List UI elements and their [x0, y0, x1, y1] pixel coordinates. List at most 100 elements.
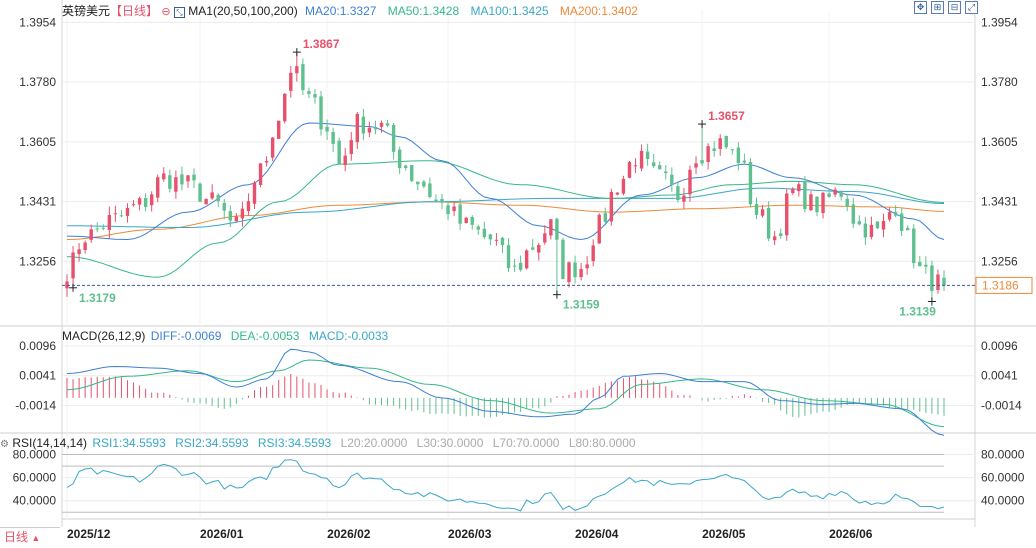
period-selector[interactable]: 日线 ▲ [0, 527, 60, 547]
fullscreen-icon[interactable]: ⤢ [965, 1, 978, 14]
candle-body [434, 199, 438, 202]
candle-body [899, 213, 904, 232]
candle-body [240, 208, 245, 219]
price-y-tick-left: 1.3780 [19, 75, 56, 89]
diff-line [66, 348, 945, 436]
l30-value: L30:30.0000 [416, 436, 484, 450]
candle-body [772, 236, 777, 241]
candle-body [119, 215, 124, 217]
candle-body [627, 162, 632, 178]
candle-body [337, 140, 341, 164]
candle-body [833, 189, 837, 195]
candle-body [803, 181, 807, 210]
dea-line [66, 359, 945, 428]
x-tick-label: 2026/03 [448, 527, 492, 541]
price-y-tick-right: 1.3780 [981, 75, 1018, 89]
candle-body [791, 188, 795, 193]
candle-body [724, 135, 728, 148]
candle-body [597, 214, 601, 244]
candle-body [162, 173, 166, 180]
axis-labels: 1.3954 1.3954 1.3780 1.3780 1.3605 1.3605 1.34… [13, 15, 1025, 541]
macd-y-tick-right: 0.0041 [981, 369, 1018, 383]
candle-body [815, 196, 819, 213]
rsi-y-tick-left: 60.0000 [13, 471, 57, 485]
ma-toggle-icon[interactable]: ⤡ [173, 7, 185, 18]
rsi3-value: RSI3:34.5593 [257, 436, 332, 450]
candle-body [113, 213, 118, 215]
candle-body [397, 149, 402, 169]
candle-body [500, 237, 505, 246]
price-y-tick-right: 1.3954 [981, 15, 1018, 29]
candlestick-series [65, 52, 946, 302]
candle-body [283, 93, 287, 122]
candle-body [506, 245, 511, 269]
period-label[interactable]: 【日线】 [110, 4, 159, 18]
candle-body [845, 198, 849, 207]
candle-body [609, 192, 614, 222]
candle-body [452, 206, 456, 212]
candle-body [71, 252, 75, 279]
candle-body [736, 147, 741, 164]
candle-body [869, 224, 874, 237]
price-header: 英镑美元【日线】 ⊖ ⤡ MA1(20,50,100,200) MA20:1.3… [62, 2, 638, 19]
candle-body [192, 174, 196, 181]
candle-body [331, 131, 335, 144]
candle-body [658, 165, 662, 170]
candle-body [670, 174, 674, 185]
rsi-gear-icon[interactable]: ⚙ [0, 439, 9, 450]
candle-body [639, 150, 644, 169]
rsi-y-tick-left: 40.0000 [13, 494, 57, 508]
candle-body [307, 91, 311, 94]
candle-body [537, 244, 541, 253]
candle-body [476, 226, 480, 230]
macd-y-tick-left: 0.0041 [19, 369, 56, 383]
rsi-indicator-label: RSI(14,14,14) [12, 436, 88, 450]
rsi1-value: RSI1:34.5593 [92, 436, 166, 450]
x-tick-label: 2025/12 [67, 527, 111, 541]
settings-icon[interactable]: ⊖ [161, 6, 171, 18]
zoom-out-icon[interactable]: ⊟ [948, 1, 961, 14]
candle-body [863, 223, 868, 238]
candle-body [319, 96, 323, 130]
rsi2-value: RSI2:34.5593 [175, 436, 249, 450]
price-y-tick-right: 1.3256 [981, 254, 1018, 268]
price-y-tick-right: 1.3605 [981, 135, 1018, 149]
candle-body [149, 194, 154, 206]
candle-body [887, 212, 892, 220]
candle-body [567, 262, 571, 283]
rsi-y-tick-left: 80.0000 [13, 448, 57, 462]
candle-body [295, 66, 299, 74]
annotation-label-low: 1.3139 [899, 305, 936, 319]
candle-body [585, 264, 589, 269]
candle-body [718, 138, 722, 149]
candle-body [893, 211, 898, 216]
candle-body [664, 171, 668, 174]
candle-body [518, 262, 523, 270]
ma50-line [66, 160, 945, 278]
candle-body [573, 262, 577, 278]
candle-body [730, 149, 735, 151]
candle-body [125, 207, 130, 217]
candle-body [827, 193, 831, 197]
candle-body [204, 199, 208, 205]
last-price-label: 1.3186 [982, 278, 1019, 292]
price-y-tick-left: 1.3256 [19, 254, 56, 268]
macd-panel [66, 348, 945, 436]
zoom-in-icon[interactable]: ⊞ [931, 1, 944, 14]
x-tick-label: 2026/04 [575, 527, 619, 541]
diff-value: DIFF:-0.0069 [150, 329, 222, 343]
candle-body [349, 140, 353, 154]
candle-body [676, 186, 680, 200]
candle-body [355, 113, 360, 143]
candle-body [645, 151, 650, 160]
candle-body [633, 165, 638, 167]
candle-body [234, 216, 239, 222]
macd-header: MACD(26,12,9) DIFF:-0.0069 DEA:-0.0053 M… [62, 329, 388, 343]
candle-body [615, 192, 620, 195]
candle-body [694, 163, 698, 168]
ma50-value: MA50:1.3428 [387, 4, 460, 18]
l70-value: L70:70.0000 [492, 436, 560, 450]
crosshair-icon[interactable]: ✥ [914, 1, 927, 14]
candle-body [494, 239, 499, 241]
candle-body [446, 205, 450, 215]
